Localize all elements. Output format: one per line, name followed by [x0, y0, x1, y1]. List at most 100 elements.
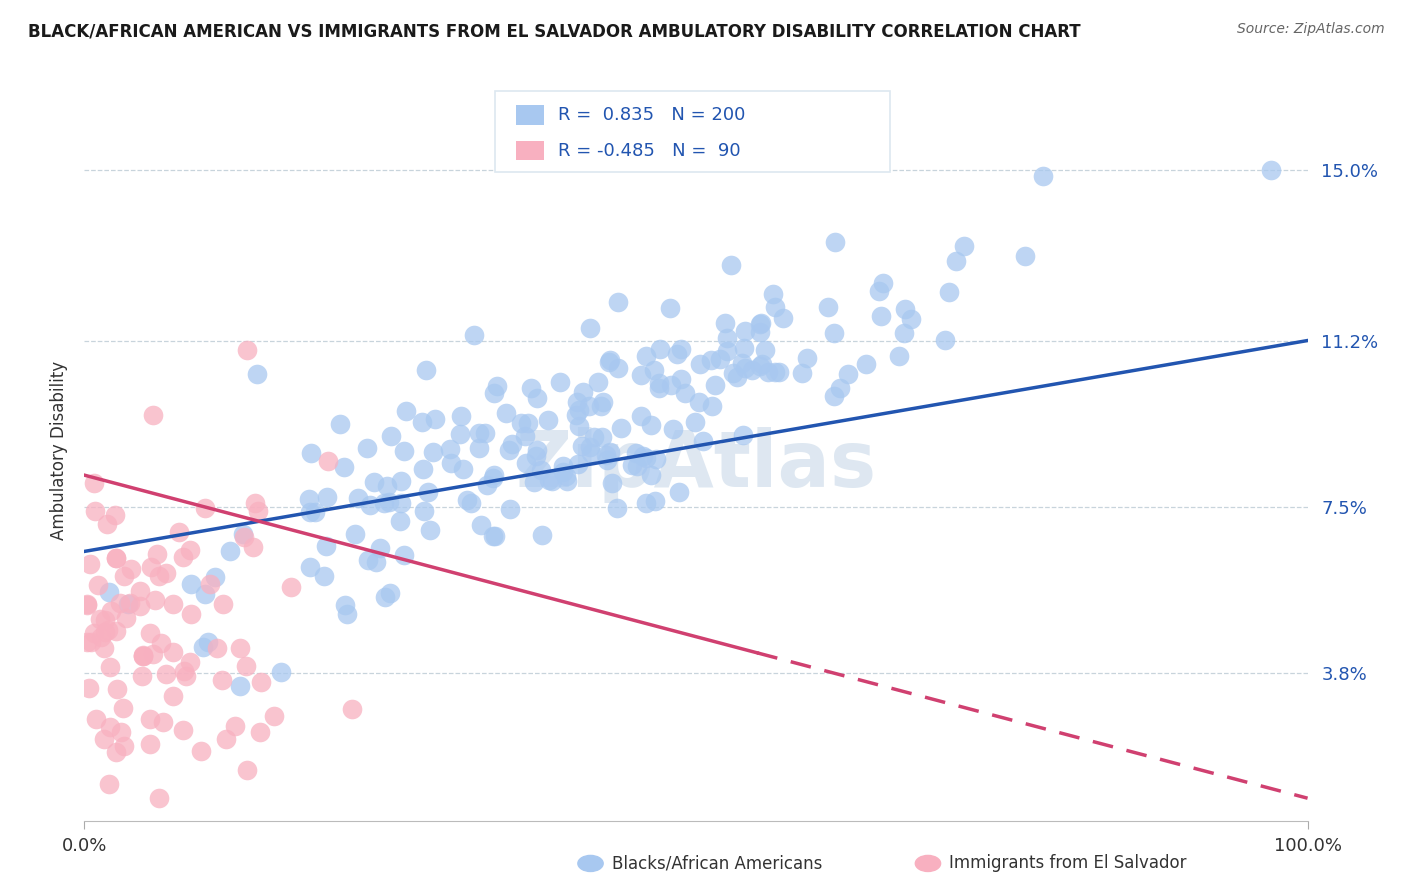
Point	[714, 316, 737, 330]
Point	[763, 365, 786, 379]
Point	[588, 376, 610, 390]
Point	[374, 590, 396, 604]
Point	[450, 409, 472, 423]
Point	[105, 681, 128, 696]
Point	[87, 578, 110, 592]
Point	[790, 367, 813, 381]
Point	[606, 501, 628, 516]
Point	[235, 343, 257, 357]
Point	[112, 569, 135, 583]
Point	[495, 407, 517, 421]
Point	[688, 395, 710, 409]
Point	[451, 462, 474, 476]
Point	[1260, 163, 1282, 178]
Point	[607, 361, 630, 376]
Point	[359, 498, 381, 512]
Point	[817, 301, 839, 315]
Point	[456, 492, 478, 507]
Point	[837, 367, 859, 381]
Point	[591, 430, 613, 444]
Text: ZipAtlas: ZipAtlas	[516, 427, 876, 503]
Point	[299, 446, 322, 460]
Point	[482, 467, 505, 482]
Point	[162, 597, 184, 611]
Point	[232, 527, 254, 541]
Point	[823, 389, 845, 403]
Point	[191, 640, 214, 654]
Point	[117, 597, 139, 611]
Point	[520, 380, 543, 394]
Point	[530, 527, 553, 541]
Point	[315, 539, 337, 553]
Point	[1014, 249, 1036, 263]
Point	[246, 367, 269, 381]
Point	[870, 309, 893, 323]
Point	[389, 514, 412, 528]
Point	[868, 284, 890, 298]
Point	[673, 386, 696, 401]
Point	[80, 635, 103, 649]
Point	[658, 301, 681, 315]
Point	[683, 415, 706, 429]
Point	[138, 712, 160, 726]
Point	[224, 719, 246, 733]
Point	[343, 526, 366, 541]
Point	[524, 449, 547, 463]
Point	[79, 557, 101, 571]
Point	[526, 443, 548, 458]
Point	[768, 365, 790, 379]
Point	[565, 408, 588, 422]
Point	[218, 543, 240, 558]
Point	[148, 569, 170, 583]
Point	[340, 702, 363, 716]
Point	[83, 504, 105, 518]
Point	[115, 611, 138, 625]
Point	[599, 352, 621, 367]
Point	[112, 739, 135, 754]
Point	[83, 476, 105, 491]
Point	[699, 353, 721, 368]
Point	[945, 254, 967, 268]
Point	[179, 655, 201, 669]
Point	[83, 626, 105, 640]
Point	[536, 412, 558, 426]
Point	[626, 459, 648, 474]
Point	[523, 475, 546, 490]
Point	[143, 593, 166, 607]
Point	[246, 504, 269, 518]
Point	[152, 714, 174, 729]
Point	[579, 321, 602, 335]
Point	[648, 376, 671, 390]
Point	[596, 453, 619, 467]
Point	[716, 331, 738, 345]
Point	[620, 458, 643, 472]
Point	[526, 391, 548, 405]
Point	[131, 648, 153, 663]
Point	[610, 421, 633, 435]
Point	[304, 505, 326, 519]
Point	[470, 518, 492, 533]
Point	[190, 744, 212, 758]
Point	[139, 626, 162, 640]
Point	[486, 379, 509, 393]
Point	[720, 258, 742, 272]
Point	[602, 475, 624, 490]
Point	[645, 451, 668, 466]
Point	[172, 723, 194, 737]
Point	[749, 316, 772, 330]
Point	[734, 324, 756, 338]
Point	[516, 417, 538, 431]
Point	[934, 333, 956, 347]
Point	[650, 342, 672, 356]
Point	[571, 439, 593, 453]
Point	[733, 341, 755, 355]
Point	[96, 623, 118, 637]
Point	[599, 445, 621, 459]
Text: BLACK/AFRICAN AMERICAN VS IMMIGRANTS FROM EL SALVADOR AMBULATORY DISABILITY CORR: BLACK/AFRICAN AMERICAN VS IMMIGRANTS FRO…	[28, 22, 1081, 40]
Point	[315, 491, 337, 505]
Point	[148, 791, 170, 805]
Point	[333, 459, 356, 474]
Point	[592, 394, 614, 409]
Point	[98, 660, 121, 674]
Point	[887, 349, 910, 363]
